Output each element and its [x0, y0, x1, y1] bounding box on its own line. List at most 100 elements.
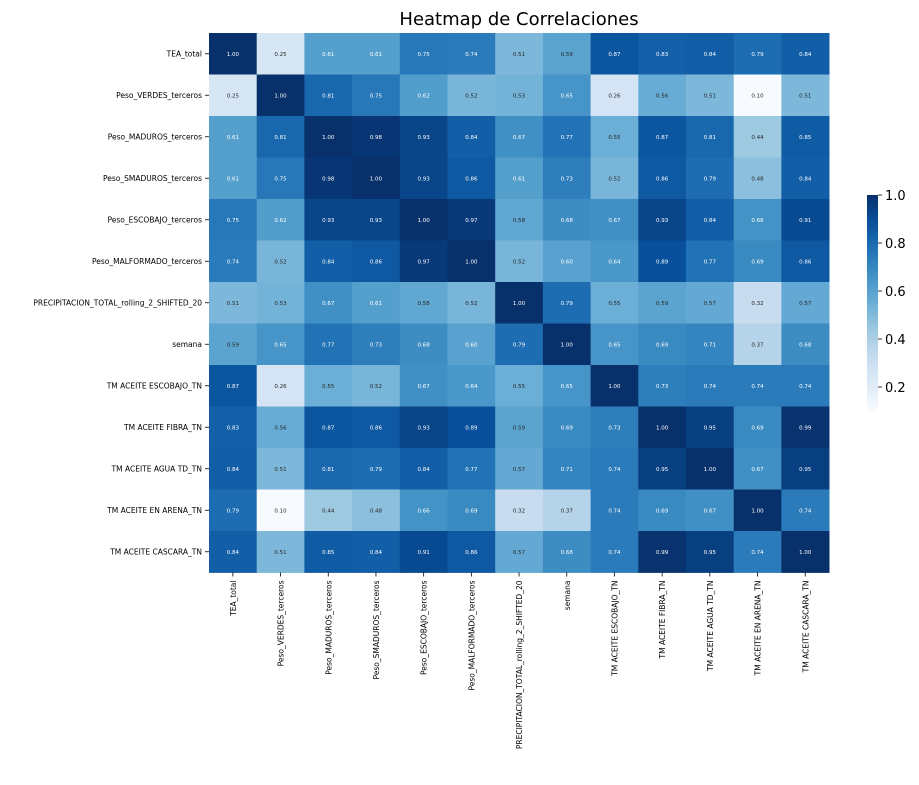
- heatmap-cell: [304, 240, 353, 283]
- heatmap-cell: [495, 116, 544, 158]
- cell-value-label: 0.52: [608, 176, 620, 182]
- heatmap-cell: [638, 157, 687, 200]
- heatmap-cell: [304, 157, 353, 200]
- cell-value-label: 0.68: [561, 218, 574, 224]
- cell-value-label: 0.69: [561, 425, 574, 431]
- heatmap-cell: [256, 323, 305, 366]
- heatmap-cell: [304, 406, 353, 449]
- heatmap-cell: [304, 323, 353, 366]
- cell-value-label: 0.52: [274, 259, 286, 265]
- cell-value-label: 0.77: [561, 135, 574, 141]
- cell-value-label: 0.57: [799, 301, 812, 307]
- heatmap-cell: [256, 531, 305, 573]
- heatmap-cell: [447, 282, 496, 324]
- cell-value-label: 0.57: [704, 301, 717, 307]
- heatmap-cell: [256, 406, 305, 449]
- heatmap-cell: [304, 116, 353, 158]
- cell-value-label: 0.93: [418, 425, 431, 431]
- heatmap-cell: [733, 240, 782, 283]
- cell-value-label: 0.69: [751, 259, 764, 265]
- heatmap-cell: [399, 282, 448, 324]
- heatmap-cell: [590, 365, 639, 407]
- heatmap-cell: [638, 489, 687, 532]
- cell-value-label: 0.86: [799, 259, 812, 265]
- heatmap-cell: [781, 199, 830, 241]
- colorbar-tick-label: 0.2: [885, 381, 906, 396]
- heatmap-cell: [542, 282, 591, 324]
- cell-value-label: 0.10: [274, 508, 287, 514]
- cell-value-label: 0.66: [418, 508, 431, 514]
- cell-value-label: 1.00: [751, 508, 764, 514]
- x-axis-tick-labels: TEA_total Peso_VERDES_terceros Peso_MADURO…: [229, 572, 810, 749]
- cell-value-label: 0.10: [751, 93, 764, 99]
- heatmap-cell: [495, 199, 544, 241]
- cell-value-label: 0.85: [799, 135, 812, 141]
- heatmap-cell: [352, 157, 401, 200]
- heatmap-cell: [590, 116, 639, 158]
- heatmap-cell: [542, 406, 591, 449]
- heatmap-cell: [733, 489, 782, 532]
- heatmap-cell: [352, 406, 401, 449]
- heatmap-cell: [590, 157, 639, 200]
- cell-value-label: 0.73: [370, 342, 383, 348]
- cell-value-label: 0.99: [799, 425, 812, 431]
- cell-value-label: 0.84: [465, 135, 478, 141]
- cell-value-label: 0.75: [418, 52, 431, 58]
- heatmap-cell: [399, 489, 448, 532]
- heatmap-cell: [733, 531, 782, 573]
- cell-value-label: 0.95: [704, 425, 717, 431]
- heatmap-cell: [256, 33, 305, 75]
- cell-value-label: 0.69: [656, 508, 669, 514]
- cell-value-label: 0.93: [656, 218, 669, 224]
- cell-value-label: 0.75: [370, 93, 383, 99]
- heatmap-cell: [495, 365, 544, 407]
- heatmap-cell: [304, 489, 353, 532]
- heatmap-cell: [399, 116, 448, 158]
- cell-value-label: 0.52: [465, 301, 477, 307]
- heatmap-cell: [352, 282, 401, 324]
- cell-value-label: 0.67: [322, 301, 335, 307]
- heatmap-cell: [352, 199, 401, 241]
- cell-value-label: 0.67: [513, 135, 526, 141]
- cell-value-label: 0.87: [656, 135, 669, 141]
- cell-value-label: 0.61: [370, 301, 382, 307]
- heatmap-cell: [781, 489, 830, 532]
- heatmap-cell: [256, 74, 305, 117]
- cell-value-label: 0.60: [561, 259, 574, 265]
- cell-value-label: 0.61: [227, 176, 239, 182]
- cell-value-label: 0.44: [751, 135, 764, 141]
- x-tick-label: Peso_MALFORMADO_terceros: [467, 580, 476, 690]
- cell-value-label: 0.74: [608, 508, 621, 514]
- heatmap-cell: [399, 199, 448, 241]
- cell-value-label: 0.57: [513, 550, 526, 556]
- cell-value-label: 0.86: [656, 176, 669, 182]
- heatmap-cell: [590, 199, 639, 241]
- cell-value-label: 0.95: [656, 467, 669, 473]
- cell-value-label: 0.68: [799, 342, 812, 348]
- cell-value-label: 0.84: [370, 550, 383, 556]
- cell-value-label: 0.87: [608, 52, 621, 58]
- heatmap-cell: [447, 240, 496, 283]
- heatmap-cell: [447, 74, 496, 117]
- cell-value-label: 0.60: [465, 342, 478, 348]
- cell-value-label: 0.81: [322, 467, 334, 473]
- heatmap-cell: [304, 74, 353, 117]
- y-tick-label: TEA_total: [166, 49, 202, 58]
- cell-value-label: 0.58: [418, 301, 431, 307]
- heatmap-cell: [399, 74, 448, 117]
- heatmap-cell: [638, 116, 687, 158]
- heatmap-cell: [542, 323, 591, 366]
- heatmap-cells: 1.00 0.25 0.61 0.61 0.75 0.74 0.51 0.59 0.87 0.83…: [209, 33, 830, 573]
- cell-value-label: 0.32: [513, 508, 525, 514]
- heatmap-cell: [352, 74, 401, 117]
- cell-value-label: 0.61: [370, 52, 382, 58]
- heatmap-cell: [686, 406, 735, 449]
- cell-value-label: 0.61: [513, 176, 525, 182]
- cell-value-label: 0.74: [799, 384, 812, 390]
- y-tick-label: Peso_VERDES_terceros: [116, 91, 202, 100]
- heatmap-cell: [686, 74, 735, 117]
- cell-value-label: 0.51: [227, 301, 239, 307]
- cell-value-label: 0.51: [274, 550, 286, 556]
- cell-value-label: 0.74: [608, 467, 621, 473]
